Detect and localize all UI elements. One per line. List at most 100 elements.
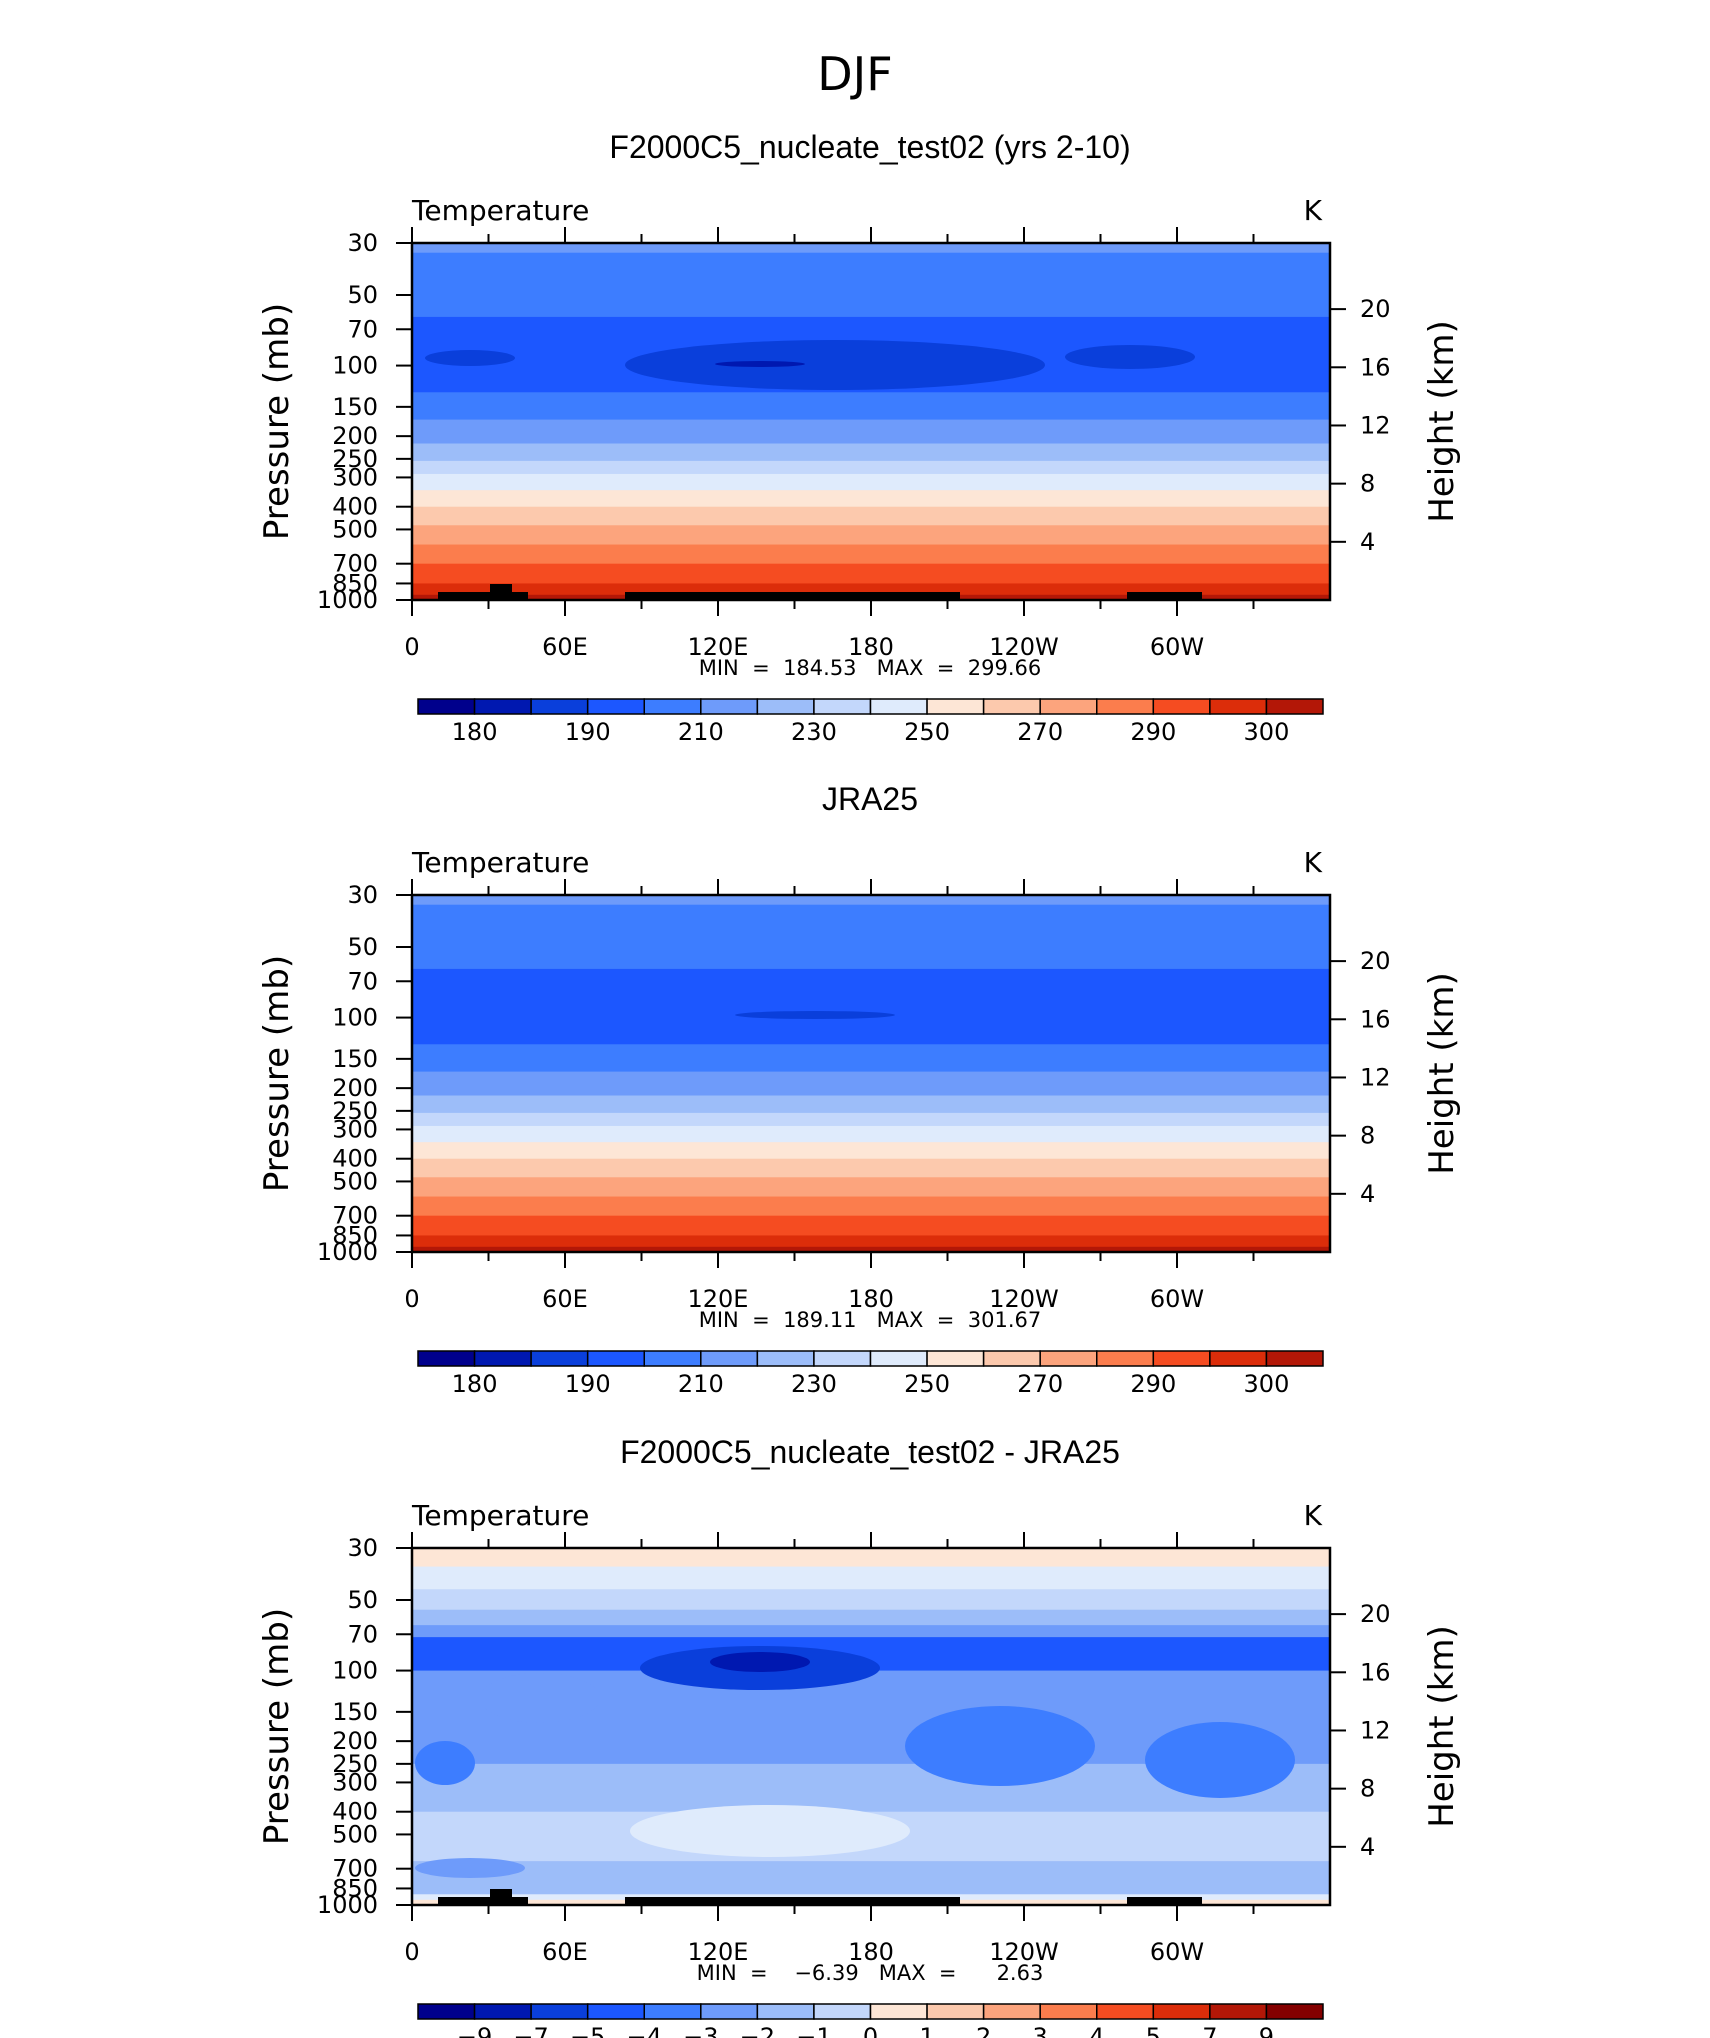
colorbar-label: 3: [1033, 2023, 1048, 2038]
colorbar-label: 300: [1244, 718, 1290, 746]
colorbar-label: 180: [452, 1370, 498, 1398]
colorbar-label: −4: [627, 2023, 662, 2038]
contour-band: [412, 1215, 1330, 1237]
x-tick-label: 60E: [542, 1938, 588, 1966]
contour-blob: [415, 1741, 475, 1785]
y-tick-label: 100: [332, 1004, 378, 1032]
contour-field: [412, 243, 1330, 601]
colorbar-box: [700, 698, 759, 715]
y-tick-label: 100: [332, 352, 378, 380]
panel-title: JRA25: [822, 781, 918, 817]
contour-blob: [415, 1858, 525, 1878]
y-tick-label: 250: [332, 1750, 378, 1778]
right-tick-label: 8: [1360, 470, 1375, 498]
colorbar-box: [700, 1350, 759, 1367]
topography-block: [438, 592, 528, 600]
x-tick-label: 180: [848, 633, 894, 661]
colorbar-box: [586, 2003, 645, 2020]
right-tick-label: 8: [1360, 1122, 1375, 1150]
x-tick-label: 60W: [1150, 1938, 1204, 1966]
colorbar-label: 270: [1017, 718, 1063, 746]
x-tick-label: 120W: [989, 1285, 1059, 1313]
chart-panel-1: F2000C5_nucleate_test02 (yrs 2-10) Temper…: [257, 129, 1462, 746]
colorbar-box: [1096, 698, 1155, 715]
contour-band: [412, 419, 1330, 445]
colorbar-box: [756, 698, 815, 715]
y-tick-label: 50: [347, 1586, 378, 1614]
contour-blob: [630, 1805, 910, 1857]
x-tick-label: 60W: [1150, 633, 1204, 661]
topography-mask: [438, 584, 1202, 600]
contour-blob: [1145, 1722, 1295, 1798]
y-tick-label: 400: [332, 1798, 378, 1826]
right-axis-label: Height (km): [1422, 1625, 1462, 1828]
y-tick-label: 30: [347, 1534, 378, 1562]
colorbar-box: [813, 2003, 872, 2020]
x-tick-label: 120W: [989, 1938, 1059, 1966]
contour-band: [412, 1095, 1330, 1114]
colorbar-label: 5: [1146, 2023, 1161, 2038]
x-tick-label: 60E: [542, 633, 588, 661]
colorbar-label: 290: [1130, 1370, 1176, 1398]
right-tick-label: 4: [1360, 1833, 1375, 1861]
colorbar-box: [926, 2003, 985, 2020]
contour-band: [412, 252, 1330, 318]
colorbar-label: 9: [1259, 2023, 1274, 2038]
topography-block: [1127, 1897, 1202, 1905]
colorbar-label: 300: [1244, 1370, 1290, 1398]
y-tick-label: 1000: [317, 586, 378, 614]
right-tick-label: 12: [1360, 1063, 1391, 1091]
contour-blob: [1065, 345, 1195, 369]
colorbar-label: 2: [976, 2023, 991, 2038]
contour-blob: [715, 361, 805, 367]
contour-band: [412, 1158, 1330, 1178]
panel-left-string: Temperature: [411, 1499, 589, 1532]
y-tick-label: 400: [332, 1145, 378, 1173]
colorbar-label: −5: [570, 2023, 605, 2038]
colorbar-box: [869, 1350, 928, 1367]
colorbar-label: 190: [565, 718, 611, 746]
colorbar-box: [643, 2003, 702, 2020]
contour-band: [412, 1196, 1330, 1217]
colorbar-box: [869, 698, 928, 715]
colorbar-box: [813, 1350, 872, 1367]
contour-blob: [480, 1673, 600, 1723]
colorbar-box: [1265, 1350, 1324, 1367]
colorbar-label: 250: [904, 1370, 950, 1398]
y-tick-label: 250: [332, 445, 378, 473]
right-axis-label: Height (km): [1422, 972, 1462, 1175]
colorbar-box: [756, 1350, 815, 1367]
colorbar-box: [756, 2003, 815, 2020]
contour-blob: [735, 1011, 895, 1019]
contour-band: [412, 904, 1330, 970]
y-axis-label: Pressure (mb): [257, 1608, 297, 1845]
chart-panel-3: F2000C5_nucleate_test02 - JRA25 Temperatu…: [257, 1434, 1462, 2038]
colorbar-label: 7: [1202, 2023, 1217, 2038]
right-tick-label: 20: [1360, 1600, 1391, 1628]
contour-band: [412, 490, 1330, 508]
colorbar-label: 230: [791, 718, 837, 746]
x-tick-label: 120E: [688, 633, 749, 661]
contour-band: [412, 1246, 1330, 1253]
colorbar-box: [643, 698, 702, 715]
colorbar-box: [1209, 698, 1268, 715]
colorbar-label: −2: [740, 2023, 775, 2038]
right-axis-label: Height (km): [1422, 320, 1462, 523]
right-tick-label: 8: [1360, 1775, 1375, 1803]
contour-blob: [710, 1652, 810, 1672]
colorbar-box: [926, 698, 985, 715]
panel-units-string: K: [1304, 194, 1323, 227]
colorbar-box: [1096, 2003, 1155, 2020]
y-tick-label: 850: [332, 569, 378, 597]
topography-mask: [438, 1889, 1202, 1905]
colorbar-label: 290: [1130, 718, 1176, 746]
topography-block: [1127, 592, 1202, 600]
y-tick-label: 700: [332, 550, 378, 578]
x-tick-label: 60W: [1150, 1285, 1204, 1313]
topography-block: [625, 592, 960, 600]
topography-block: [625, 1897, 960, 1905]
contour-band: [412, 1142, 1330, 1160]
x-tick-label: 60E: [542, 1285, 588, 1313]
y-tick-label: 150: [332, 393, 378, 421]
